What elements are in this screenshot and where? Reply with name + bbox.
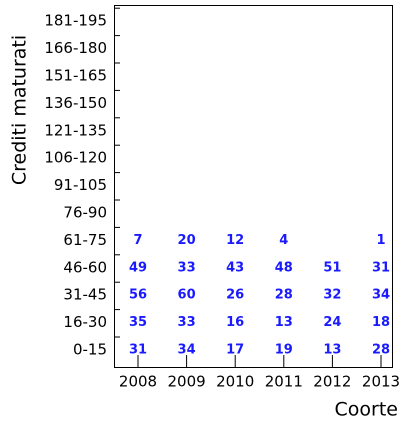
cell-value: 48 — [275, 260, 293, 275]
cell-value: 34 — [372, 288, 390, 303]
cell-value: 26 — [226, 288, 244, 303]
cell-value: 60 — [178, 288, 196, 303]
cell-value: 33 — [178, 260, 196, 275]
x-axis-label: Coorte — [335, 399, 398, 421]
y-tick-label: 151-165 — [44, 67, 107, 85]
y-tick-label: 46-60 — [63, 258, 107, 276]
cell-value: 28 — [372, 343, 390, 358]
cell-value: 16 — [226, 315, 244, 330]
cell-value: 32 — [323, 288, 341, 303]
y-tick-label: 0-15 — [73, 341, 107, 359]
y-tick-label: 106-120 — [44, 149, 107, 167]
cell-value: 31 — [129, 343, 147, 358]
cell-value: 51 — [323, 260, 341, 275]
cell-value: 1 — [376, 233, 385, 248]
x-tick-label: 2013 — [362, 373, 400, 391]
cell-value: 7 — [133, 233, 142, 248]
y-tick-label: 76-90 — [63, 204, 107, 222]
cell-value: 49 — [129, 260, 147, 275]
cell-value: 4 — [279, 233, 288, 248]
y-tick-label: 181-195 — [44, 12, 107, 30]
plot-frame — [114, 5, 393, 368]
y-tick-label: 121-135 — [44, 121, 107, 139]
cell-value: 12 — [226, 233, 244, 248]
cell-value: 35 — [129, 315, 147, 330]
y-tick-label: 166-180 — [44, 39, 107, 57]
cell-value: 18 — [372, 315, 390, 330]
cell-value: 34 — [178, 343, 196, 358]
y-tick-label: 31-45 — [63, 286, 107, 304]
cell-value: 56 — [129, 288, 147, 303]
cell-value: 31 — [372, 260, 390, 275]
cell-value: 13 — [275, 315, 293, 330]
cell-value: 43 — [226, 260, 244, 275]
y-tick-label: 136-150 — [44, 94, 107, 112]
cell-value: 19 — [275, 343, 293, 358]
x-tick-label: 2009 — [168, 373, 206, 391]
x-tick-label: 2012 — [313, 373, 351, 391]
cell-value: 28 — [275, 288, 293, 303]
y-axis-label: Crediti maturati — [9, 35, 31, 185]
x-tick-label: 2011 — [265, 373, 303, 391]
cell-value: 17 — [226, 343, 244, 358]
y-tick-label: 16-30 — [63, 313, 107, 331]
y-tick-label: 91-105 — [54, 176, 107, 194]
x-tick-label: 2008 — [119, 373, 157, 391]
cell-value: 20 — [178, 233, 196, 248]
cell-value: 33 — [178, 315, 196, 330]
cell-value: 13 — [323, 343, 341, 358]
x-tick-label: 2010 — [216, 373, 254, 391]
y-tick-label: 61-75 — [63, 231, 107, 249]
cell-value: 24 — [323, 315, 341, 330]
